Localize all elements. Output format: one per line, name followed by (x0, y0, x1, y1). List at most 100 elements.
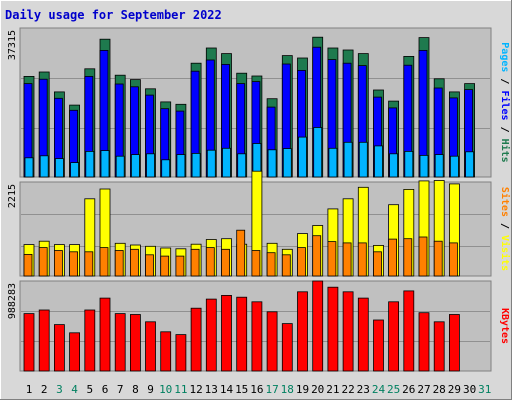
chart-panels: 37315 Pages / Files / Hits 2215 Sites / Vis… (7, 27, 511, 372)
bar-sites-day-16 (251, 250, 261, 277)
bar-pages-day-10 (161, 159, 171, 178)
bar-pages-day-7 (115, 155, 125, 178)
bar-kbytes-day-10 (160, 331, 172, 372)
bar-sites-day-4 (69, 251, 78, 277)
bar-pages-day-17 (267, 149, 277, 178)
bar-sites-day-2 (38, 247, 48, 277)
side-label-part: KBytes (499, 308, 510, 344)
bar-pages-day-2 (39, 155, 49, 178)
bar-kbytes-day-28 (433, 321, 445, 372)
x-tick-label: 29 (448, 383, 461, 396)
bar-kbytes-day-17 (266, 311, 278, 372)
side-label-part: / (499, 217, 510, 235)
x-tick-label: 17 (265, 383, 278, 396)
bar-kbytes-day-4 (69, 332, 80, 372)
x-tick-label: 1 (26, 383, 33, 396)
bar-pages-day-26 (404, 150, 414, 178)
x-tick-label: 27 (417, 383, 430, 396)
bar-pages-day-5 (85, 150, 95, 178)
bar-kbytes-day-13 (205, 298, 217, 372)
bar-sites-day-25 (388, 238, 398, 277)
x-tick-label: 20 (311, 383, 324, 396)
side-label-part: / (499, 121, 510, 139)
bar-sites-day-18 (281, 254, 291, 277)
x-tick-label: 11 (174, 383, 187, 396)
x-tick-label: 15 (235, 383, 248, 396)
x-tick-label: 16 (250, 383, 263, 396)
bar-sites-day-28 (433, 240, 443, 277)
bar-sites-day-3 (54, 250, 63, 277)
bar-kbytes-day-27 (418, 312, 430, 372)
x-tick-label: 9 (147, 383, 154, 396)
x-tick-label: 10 (159, 383, 172, 396)
bar-kbytes-day-23 (357, 297, 369, 372)
side-label-part: Sites (499, 187, 511, 217)
bar-kbytes-day-16 (251, 301, 263, 372)
bar-kbytes-day-24 (373, 319, 384, 372)
bar-pages-day-9 (146, 153, 155, 178)
bar-kbytes-day-11 (175, 334, 187, 372)
bar-pages-day-8 (130, 154, 140, 178)
x-tick-label: 19 (296, 383, 309, 396)
x-tick-label: 23 (357, 383, 370, 396)
bar-pages-day-22 (343, 141, 353, 178)
bar-pages-day-28 (434, 154, 444, 178)
bar-sites-day-21 (327, 241, 337, 277)
bar-pages-day-25 (389, 153, 399, 178)
x-tick-label: 5 (86, 383, 93, 396)
bar-kbytes-day-5 (84, 309, 96, 372)
bar-pages-day-6 (100, 150, 110, 178)
x-tick-label: 2 (41, 383, 48, 396)
x-tick-label: 14 (220, 383, 234, 396)
bar-kbytes-day-26 (403, 290, 415, 372)
bar-pages-day-23 (358, 141, 368, 178)
bar-pages-day-3 (55, 158, 64, 178)
bar-sites-day-1 (23, 253, 33, 277)
chart-title: Daily usage for September 2022 (5, 8, 222, 22)
side-label-part: Visits (499, 235, 511, 271)
panel-visits-ymax-label: 2215 (7, 184, 18, 208)
side-label-part: Files (499, 90, 511, 120)
bar-kbytes-day-2 (38, 309, 50, 372)
x-axis: 1 2 3 4 5 6 7 8 9 10 11 12 13 14 15 16 17 18 19 20 21 22 23 24 2… (26, 383, 492, 396)
bar-kbytes-day-9 (145, 321, 156, 372)
x-tick-label: 26 (402, 383, 415, 396)
bar-sites-day-24 (373, 251, 382, 277)
bar-sites-day-5 (84, 251, 94, 277)
bar-kbytes-day-1 (23, 313, 35, 372)
bar-pages-day-11 (176, 154, 186, 178)
panel-usage-ymax-label: 37315 (7, 30, 18, 60)
bar-sites-day-29 (448, 242, 458, 277)
x-tick-label: 8 (132, 383, 139, 396)
bar-kbytes-day-7 (114, 313, 126, 372)
bar-sites-day-14 (221, 248, 230, 277)
bar-kbytes-day-20 (312, 280, 324, 372)
panel-kbytes-ymax-label: 988283 (7, 283, 18, 319)
bar-sites-day-15 (236, 229, 246, 277)
bar-pages-day-15 (237, 153, 247, 178)
x-tick-label: 24 (372, 383, 386, 396)
panel-visits-side-label: Sites / Visits (499, 187, 511, 271)
bar-pages-day-4 (70, 162, 79, 178)
bar-kbytes-day-19 (297, 291, 308, 372)
bar-sites-day-20 (312, 235, 322, 277)
bar-kbytes-day-8 (129, 314, 141, 372)
x-tick-label: 28 (433, 383, 446, 396)
bar-kbytes-day-6 (99, 297, 111, 372)
bar-pages-day-18 (282, 148, 292, 178)
bar-pages-day-29 (449, 155, 459, 178)
bar-sites-day-22 (342, 242, 352, 277)
bar-kbytes-day-29 (448, 314, 460, 372)
bar-pages-day-20 (313, 127, 323, 178)
x-tick-label: 21 (326, 383, 339, 396)
panel-kbytes: 988283 KBytes (7, 280, 510, 372)
x-tick-label: 18 (281, 383, 294, 396)
bar-pages-day-19 (298, 136, 307, 178)
bar-kbytes-day-22 (342, 291, 354, 372)
panel-visits: 2215 Sites / Visits (7, 170, 511, 277)
bar-sites-day-10 (160, 255, 170, 277)
bar-pages-day-1 (24, 157, 34, 178)
bar-sites-day-11 (175, 255, 185, 277)
x-tick-label: 4 (71, 383, 78, 396)
